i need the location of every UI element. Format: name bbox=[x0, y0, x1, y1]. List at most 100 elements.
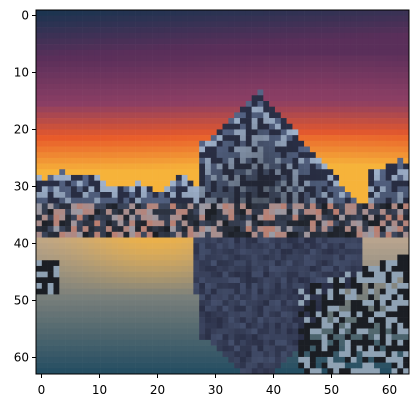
image-pixel bbox=[100, 55, 107, 62]
image-pixel bbox=[117, 203, 124, 210]
image-pixel bbox=[251, 254, 258, 261]
image-pixel bbox=[205, 260, 212, 267]
image-pixel bbox=[65, 300, 72, 307]
image-pixel bbox=[315, 180, 322, 187]
image-pixel bbox=[315, 78, 322, 85]
image-pixel bbox=[315, 317, 322, 324]
image-pixel bbox=[111, 140, 118, 147]
image-pixel bbox=[385, 21, 392, 28]
image-pixel bbox=[304, 129, 311, 136]
image-pixel bbox=[257, 118, 264, 125]
image-pixel bbox=[205, 49, 212, 56]
image-pixel bbox=[315, 197, 322, 204]
image-pixel bbox=[88, 163, 95, 170]
image-pixel bbox=[374, 89, 381, 96]
image-pixel bbox=[251, 89, 258, 96]
image-pixel bbox=[263, 265, 270, 272]
image-pixel bbox=[94, 283, 101, 289]
image-pixel bbox=[251, 15, 258, 22]
image-pixel bbox=[210, 220, 217, 227]
image-pixel bbox=[88, 288, 95, 295]
image-pixel bbox=[205, 89, 212, 96]
image-pixel bbox=[158, 38, 165, 45]
image-pixel bbox=[65, 271, 72, 278]
image-pixel bbox=[129, 271, 136, 278]
image-pixel bbox=[170, 254, 177, 261]
image-pixel bbox=[158, 351, 165, 358]
image-pixel bbox=[274, 277, 282, 284]
image-pixel bbox=[47, 140, 54, 147]
image-pixel bbox=[53, 101, 60, 107]
image-pixel bbox=[65, 197, 72, 204]
image-pixel bbox=[53, 146, 60, 153]
image-pixel bbox=[239, 214, 247, 221]
image-pixel bbox=[175, 44, 183, 51]
image-pixel bbox=[135, 49, 142, 56]
image-pixel bbox=[391, 271, 398, 278]
image-pixel bbox=[187, 118, 194, 125]
image-pixel bbox=[41, 32, 48, 39]
image-pixel bbox=[175, 129, 183, 136]
image-pixel bbox=[269, 106, 276, 113]
image-pixel bbox=[210, 32, 217, 39]
image-pixel bbox=[333, 123, 340, 130]
image-pixel bbox=[65, 368, 72, 375]
image-pixel bbox=[356, 163, 363, 170]
image-pixel bbox=[164, 101, 171, 107]
image-pixel bbox=[298, 163, 305, 170]
image-pixel bbox=[239, 72, 247, 79]
image-pixel bbox=[146, 135, 153, 142]
image-pixel bbox=[105, 231, 113, 238]
image-pixel bbox=[170, 356, 177, 363]
image-pixel bbox=[158, 55, 165, 62]
image-pixel bbox=[59, 237, 66, 244]
image-pixel bbox=[239, 27, 247, 34]
image-pixel bbox=[374, 118, 381, 125]
image-pixel bbox=[374, 112, 381, 119]
image-pixel bbox=[111, 277, 118, 284]
image-pixel bbox=[216, 118, 223, 125]
image-pixel bbox=[205, 209, 212, 216]
image-pixel bbox=[175, 283, 183, 289]
image-pixel bbox=[298, 146, 305, 153]
image-pixel bbox=[94, 72, 101, 79]
image-pixel bbox=[199, 368, 206, 375]
image-pixel bbox=[53, 78, 60, 85]
image-pixel bbox=[228, 220, 235, 227]
image-pixel bbox=[111, 203, 118, 210]
image-pixel bbox=[251, 260, 258, 267]
image-pixel bbox=[385, 248, 392, 255]
image-pixel bbox=[76, 157, 83, 164]
image-pixel bbox=[193, 231, 200, 238]
image-pixel bbox=[199, 305, 206, 312]
image-pixel bbox=[199, 197, 206, 204]
image-pixel bbox=[170, 260, 177, 267]
image-pixel bbox=[286, 277, 293, 284]
image-pixel bbox=[368, 55, 375, 62]
image-pixel bbox=[362, 135, 369, 142]
image-pixel bbox=[321, 248, 328, 255]
image-pixel bbox=[210, 174, 217, 181]
image-pixel bbox=[292, 66, 299, 73]
image-pixel bbox=[222, 226, 229, 233]
image-pixel bbox=[59, 248, 66, 255]
image-pixel bbox=[286, 254, 293, 261]
image-pixel bbox=[65, 129, 72, 136]
image-pixel bbox=[391, 129, 398, 136]
image-pixel bbox=[170, 83, 177, 90]
image-pixel bbox=[205, 288, 212, 295]
image-pixel bbox=[146, 368, 153, 375]
image-pixel bbox=[379, 129, 386, 136]
image-pixel bbox=[374, 95, 381, 102]
image-pixel bbox=[269, 32, 276, 39]
image-pixel bbox=[111, 220, 118, 227]
image-pixel bbox=[41, 38, 48, 45]
image-pixel bbox=[385, 10, 392, 16]
image-pixel bbox=[356, 237, 363, 244]
image-pixel bbox=[210, 254, 217, 261]
image-pixel bbox=[105, 44, 113, 51]
image-pixel bbox=[187, 334, 194, 341]
image-pixel bbox=[70, 254, 78, 261]
image-pixel bbox=[321, 15, 328, 22]
image-pixel bbox=[269, 163, 276, 170]
